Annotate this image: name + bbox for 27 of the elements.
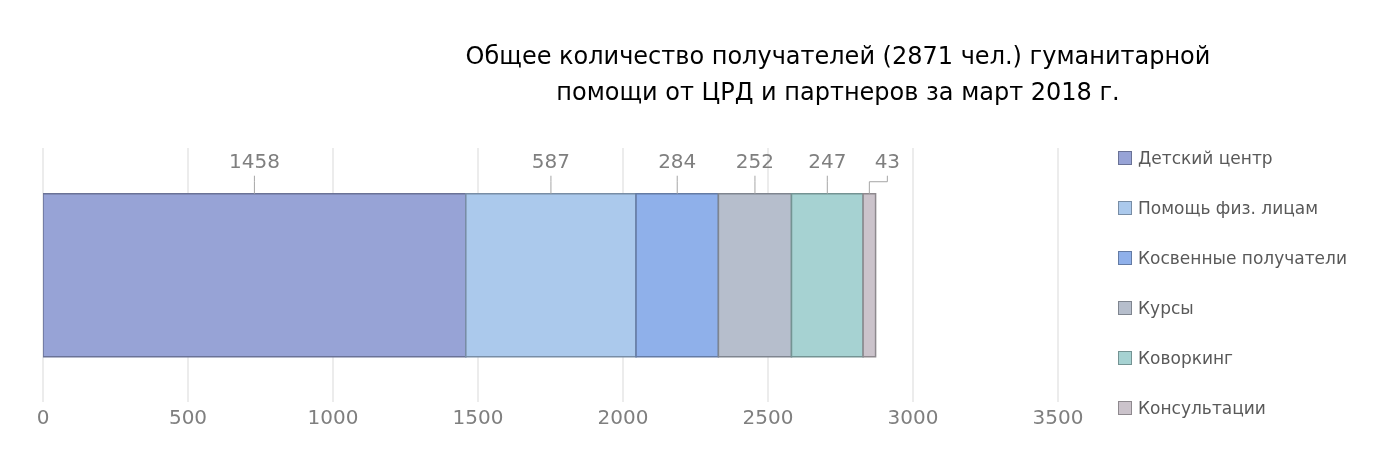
data-label: 587 (531, 148, 571, 173)
legend-label: Детский центр (1138, 148, 1273, 168)
bar (862, 192, 877, 358)
x-tick-label: 500 (168, 405, 208, 430)
bar (43, 192, 467, 358)
bar (790, 192, 864, 358)
x-tick-label: 1500 (452, 405, 504, 430)
data-label: 43 (874, 148, 901, 173)
data-label: 284 (658, 148, 697, 173)
bar (717, 192, 793, 358)
x-tick-label: 3500 (1032, 405, 1084, 430)
x-tick-label: 0 (36, 405, 50, 430)
bar (465, 192, 637, 358)
x-tick-label: 2000 (597, 405, 649, 430)
legend-label: Коворкинг (1138, 348, 1234, 368)
data-label: 1458 (228, 148, 280, 173)
legend-label: Косвенные получатели (1138, 248, 1347, 268)
legend-label: Помощь физ. лицам (1138, 198, 1319, 218)
legend-label: Консультации (1138, 398, 1266, 418)
data-label: 247 (808, 148, 847, 173)
legend-label: Курсы (1138, 298, 1194, 318)
x-tick-label: 1000 (307, 405, 359, 430)
bar (635, 192, 720, 358)
chart-title: Общее количество получателей (2871 чел.) гуманитарной помощи от ЦРД и партнеров за март 2018 г. (464, 41, 1212, 108)
x-tick-label: 2500 (742, 405, 794, 430)
x-tick-label: 3000 (887, 405, 939, 430)
data-label: 252 (735, 148, 775, 173)
